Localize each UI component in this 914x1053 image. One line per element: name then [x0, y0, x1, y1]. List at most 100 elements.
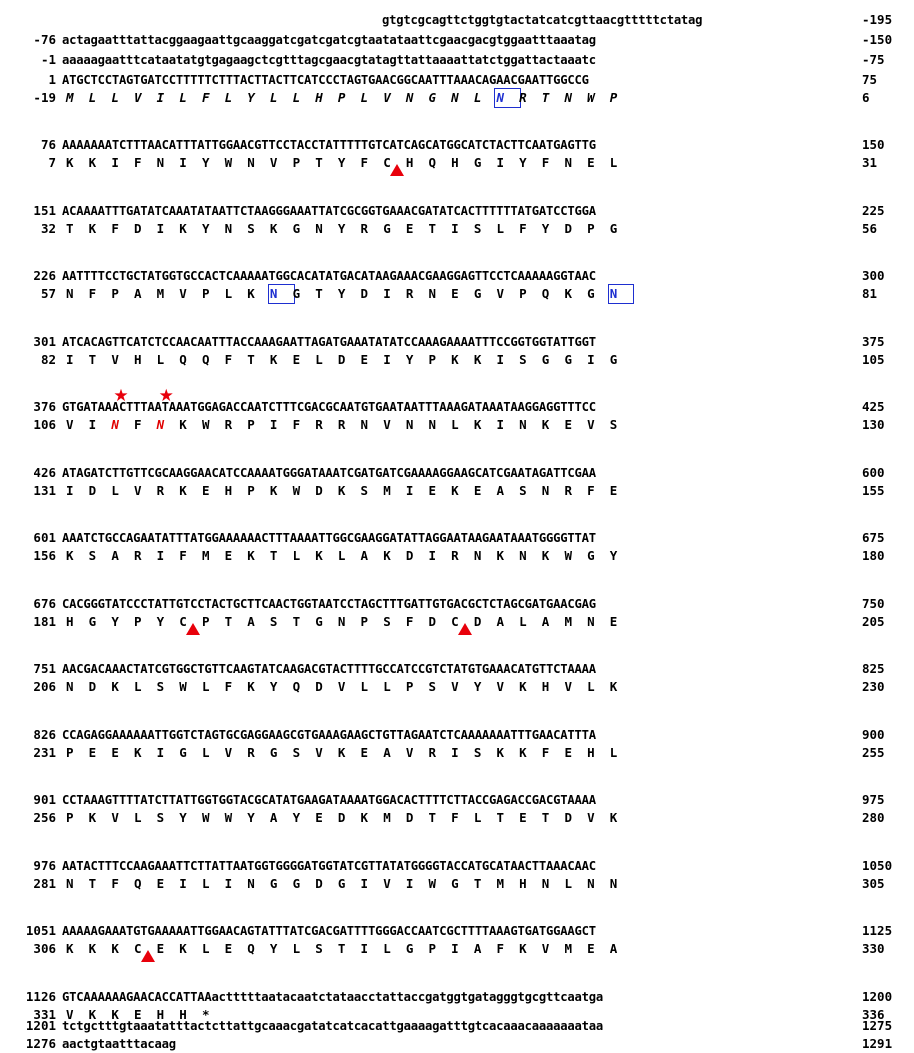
amino-acid-residue: V	[133, 483, 142, 498]
amino-acid-residue: D	[405, 810, 414, 825]
amino-acid-position-right: 336	[862, 1007, 885, 1022]
glycosylation-site-residue: N	[156, 417, 165, 432]
upstream-left-number: -1	[40, 52, 56, 67]
amino-acid-residue: L	[383, 679, 391, 694]
amino-acid-residue: K	[451, 483, 459, 498]
amino-acid-residue: D	[315, 679, 323, 694]
amino-acid-residue: D	[88, 483, 97, 498]
amino-acid-residue: L	[179, 90, 187, 105]
nucleotide-sequence: AAAAAGAAATGTGAAAAATTGGAACAGTATTTATCGACGA…	[62, 924, 596, 938]
amino-acid-residue: T	[269, 548, 278, 563]
amino-acid-residue: K	[88, 941, 97, 956]
nucleotide-position-right: 750	[862, 596, 885, 611]
amino-acid-residue: P	[66, 810, 74, 825]
amino-acid-residue: E	[156, 876, 165, 891]
amino-acid-residue: S	[360, 483, 369, 498]
amino-acid-residue: E	[111, 745, 119, 760]
nucleotide-position-left: 76	[40, 137, 56, 152]
amino-acid-residue: F	[88, 286, 97, 301]
amino-acid-residue: G	[587, 286, 595, 301]
amino-acid-residue: C	[451, 614, 459, 629]
amino-acid-residue: I	[179, 876, 187, 891]
amino-acid-residue: K	[609, 810, 618, 825]
nucleotide-position-left: 751	[33, 661, 56, 676]
amino-acid-residue: S	[156, 679, 165, 694]
amino-acid-residue: A	[496, 483, 504, 498]
amino-acid-residue: E	[587, 941, 595, 956]
amino-acid-residue: P	[609, 90, 618, 105]
amino-acid-residue: N	[541, 483, 550, 498]
amino-acid-residue: P	[587, 221, 595, 236]
amino-acid-residue: L	[473, 810, 482, 825]
amino-acid-position-left: 131	[33, 483, 56, 498]
amino-acid-residue: K	[337, 483, 346, 498]
amino-acid-residue: K	[473, 352, 482, 367]
amino-acid-position-right: 81	[862, 286, 878, 301]
amino-acid-residue: K	[315, 548, 323, 563]
amino-acid-position-left: 57	[40, 286, 56, 301]
amino-acid-residue: R	[247, 745, 255, 760]
amino-acid-residue: E	[315, 810, 323, 825]
amino-acid-position-right: 280	[862, 810, 885, 825]
amino-acid-residue: K	[179, 941, 187, 956]
amino-acid-residue: F	[451, 810, 459, 825]
amino-acid-residue: W	[564, 548, 572, 563]
amino-acid-residue: S	[609, 417, 618, 432]
nucleotide-sequence: CACGGGTATCCCTATTGTCCTACTGCTTCAACTGGTAATC…	[62, 597, 596, 611]
amino-acid-position-left: 306	[33, 941, 56, 956]
amino-acid-residue: E	[405, 221, 414, 236]
amino-acid-residue: N	[587, 876, 595, 891]
amino-acid-residue: W	[179, 679, 187, 694]
amino-acid-residue: M	[383, 810, 391, 825]
amino-acid-residue: N	[405, 90, 414, 105]
amino-acid-residue: N	[315, 221, 323, 236]
amino-acid-residue: N	[66, 286, 74, 301]
amino-acid-residue: I	[451, 221, 459, 236]
amino-acid-residue: D	[133, 221, 142, 236]
amino-acid-residue: I	[66, 352, 74, 367]
amino-acid-position-left: 156	[33, 548, 56, 563]
amino-acid-residue: K	[111, 679, 119, 694]
amino-acid-residue: M	[156, 286, 165, 301]
amino-acid-residue: E	[292, 352, 301, 367]
amino-acid-residue: F	[360, 155, 369, 170]
amino-acid-residue: G	[587, 548, 595, 563]
amino-acid-sequence: V K K E H H *	[66, 1007, 225, 1023]
amino-acid-residue: G	[428, 90, 437, 105]
amino-acid-residue: G	[337, 876, 346, 891]
amino-acid-residue: I	[179, 155, 187, 170]
amino-acid-position-right: 305	[862, 876, 885, 891]
amino-acid-residue: M	[66, 90, 74, 105]
amino-acid-residue: L	[564, 876, 572, 891]
downstream-right-number: 1291	[862, 1036, 893, 1051]
upstream-sequence: aaaaagaatttcataatatgtgagaagctcgtttagcgaa…	[62, 53, 596, 67]
nucleotide-position-right: 1200	[862, 989, 893, 1004]
amino-acid-residue: L	[111, 483, 119, 498]
amino-acid-residue: R	[337, 417, 346, 432]
amino-acid-position-right: 180	[862, 548, 885, 563]
amino-acid-residue: V	[587, 417, 595, 432]
amino-acid-residue: L	[292, 941, 301, 956]
nucleotide-position-right: 225	[862, 203, 885, 218]
amino-acid-residue: Y	[156, 614, 165, 629]
amino-acid-residue: N	[451, 90, 459, 105]
amino-acid-residue: Y	[201, 221, 210, 236]
amino-acid-residue: S	[473, 221, 482, 236]
amino-acid-residue: Y	[337, 155, 346, 170]
amino-acid-residue: L	[133, 810, 142, 825]
amino-acid-residue: G	[315, 614, 323, 629]
amino-acid-residue: V	[337, 679, 346, 694]
amino-acid-residue: K	[519, 679, 527, 694]
amino-acid-residue: Y	[473, 679, 482, 694]
amino-acid-residue: I	[451, 745, 459, 760]
amino-acid-position-left: 206	[33, 679, 56, 694]
amino-acid-residue: H	[179, 1007, 187, 1022]
nucleotide-position-left: 1051	[25, 923, 56, 938]
amino-acid-residue: L	[88, 90, 97, 105]
amino-acid-residue: D	[564, 810, 572, 825]
amino-acid-residue: P	[247, 483, 255, 498]
